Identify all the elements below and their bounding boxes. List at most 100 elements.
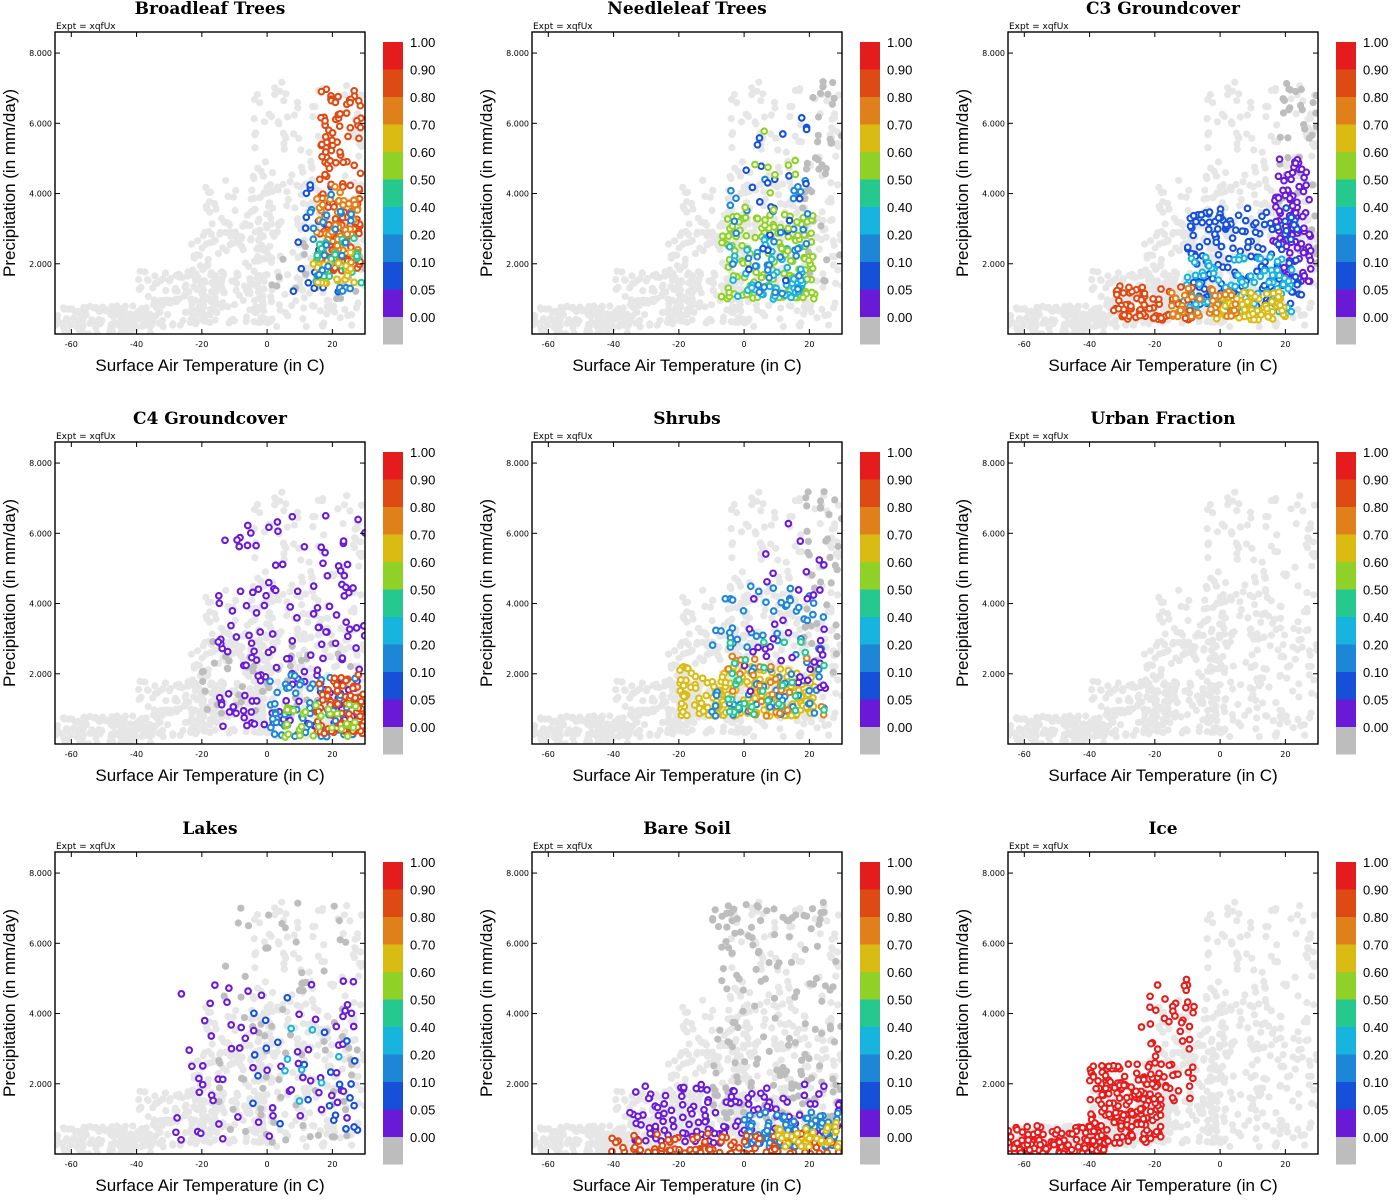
background-point	[1252, 199, 1260, 208]
data-point	[291, 689, 300, 698]
background-point	[606, 302, 614, 310]
data-point	[349, 684, 357, 693]
background-point	[251, 205, 259, 213]
background-point	[86, 729, 94, 738]
data-point	[754, 281, 763, 289]
expt-label: Expt = xqfUx	[533, 432, 593, 442]
background-point	[1043, 304, 1051, 312]
data-point	[1275, 155, 1284, 164]
background-point	[663, 728, 672, 737]
background-point	[593, 305, 602, 313]
data-point	[315, 175, 324, 184]
data-point	[1260, 266, 1269, 275]
data-point	[336, 110, 344, 118]
background-point	[1038, 330, 1046, 334]
background-point	[260, 695, 268, 703]
data-point	[250, 720, 259, 728]
data-point	[1140, 300, 1149, 309]
background-point	[190, 254, 198, 262]
background-point	[60, 715, 68, 723]
data-point	[336, 188, 344, 197]
data-point	[266, 677, 274, 686]
data-point	[1283, 79, 1291, 88]
colorbar-label: 0.20	[1363, 228, 1388, 243]
background-point	[321, 646, 329, 654]
background-point	[144, 292, 152, 301]
data-point	[814, 131, 822, 139]
background-point	[1248, 134, 1256, 142]
x-tick-label: -60	[65, 750, 78, 759]
background-point	[1008, 319, 1016, 327]
data-point	[346, 98, 354, 107]
background-point	[280, 97, 288, 105]
background-point	[297, 635, 305, 643]
background-point	[1039, 319, 1047, 327]
data-point	[771, 288, 780, 297]
colorbar-label: 0.40	[410, 610, 435, 625]
background-point	[596, 312, 605, 320]
data-point	[1302, 181, 1310, 190]
background-point	[297, 573, 306, 581]
data-point	[248, 588, 257, 597]
data-point	[822, 165, 830, 173]
background-point	[203, 205, 211, 213]
colorbar-swatch	[383, 152, 403, 180]
data-point	[273, 518, 282, 526]
background-point	[683, 305, 691, 314]
x-tick-label: -20	[195, 750, 208, 759]
data-point	[1312, 122, 1318, 131]
y-tick-label: 8.000	[506, 49, 529, 58]
background-point	[541, 726, 549, 734]
background-point	[770, 98, 779, 106]
data-point	[1258, 212, 1266, 221]
data-point	[784, 224, 793, 233]
background-point	[302, 635, 310, 643]
colorbar-label: 0.80	[410, 90, 435, 105]
background-point	[232, 186, 240, 194]
background-point	[572, 717, 581, 726]
data-point	[751, 233, 760, 242]
data-point	[771, 170, 779, 179]
data-point	[777, 244, 786, 253]
background-point	[280, 145, 288, 153]
data-point	[356, 712, 364, 721]
data-point	[1205, 218, 1214, 227]
scatter-area	[532, 488, 842, 744]
background-point	[309, 513, 317, 521]
background-point	[603, 739, 611, 744]
data-point	[346, 123, 355, 132]
x-tick-label: 20	[327, 750, 337, 759]
data-point	[760, 127, 769, 136]
data-point	[343, 732, 352, 741]
data-point	[1299, 187, 1308, 196]
data-point	[727, 186, 735, 195]
data-point	[1140, 289, 1149, 298]
data-point	[328, 723, 336, 732]
colorbar-label: 0.90	[410, 63, 435, 78]
data-point	[346, 662, 355, 671]
data-point	[1282, 226, 1291, 235]
data-point	[315, 679, 324, 688]
background-point	[585, 713, 593, 721]
background-point	[1063, 312, 1071, 320]
colorbar-swatch	[1336, 124, 1356, 152]
background-point	[155, 308, 163, 316]
background-point	[151, 272, 159, 280]
background-point	[268, 315, 276, 323]
background-point	[1287, 95, 1295, 103]
background-point	[663, 318, 672, 327]
data-point	[794, 285, 802, 293]
data-point	[1254, 243, 1262, 252]
background-point	[827, 194, 835, 202]
background-point	[671, 647, 679, 655]
background-point	[237, 242, 245, 250]
data-point	[342, 109, 351, 117]
background-point	[729, 309, 737, 317]
background-point	[169, 731, 177, 739]
data-point	[343, 271, 352, 280]
background-point	[128, 317, 136, 325]
data-point	[203, 705, 211, 714]
background-point	[1091, 310, 1099, 318]
data-point	[225, 708, 234, 716]
